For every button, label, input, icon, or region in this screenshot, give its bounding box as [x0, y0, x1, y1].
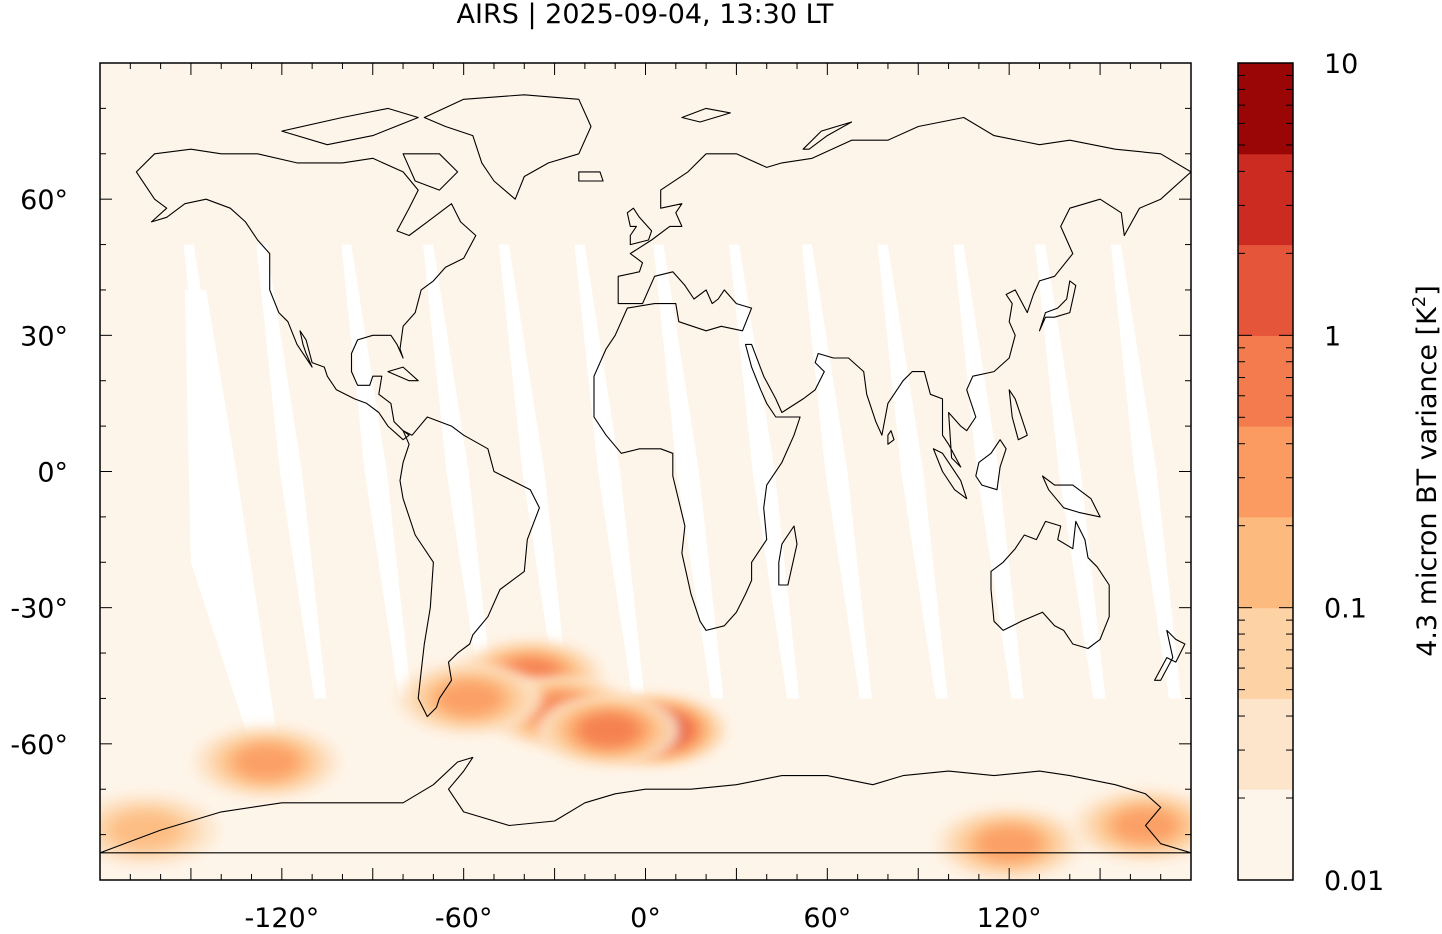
colorbar-band [1238, 63, 1293, 155]
lon-tick-label: -60° [435, 903, 493, 930]
coastlines [100, 94, 1191, 854]
colorbar-label-sup: 2 [1409, 296, 1430, 307]
orbit-gap [877, 244, 948, 699]
map-panel: -120° -60° 0° 60° 120° 60° 30° 0° -30° -60° [10, 62, 1192, 934]
map-tick-labels: -120° -60° 0° 60° 120° 60° 30° 0° -30° -60° [10, 185, 1042, 934]
colorbar-band [1238, 516, 1293, 609]
colorbar-tick-label: 1 [1324, 321, 1341, 352]
coastline-japan [1038, 280, 1077, 332]
orbit-gap [423, 244, 494, 699]
coastline-greenland [423, 94, 592, 200]
colorbar-bands [1238, 63, 1293, 881]
map-ticks [100, 63, 1191, 880]
lon-tick-label: 120° [977, 903, 1042, 930]
colorbar-band [1238, 153, 1293, 246]
coastline-new-guinea [1041, 475, 1101, 518]
lon-tick-label: 60° [803, 903, 851, 930]
colorbar-label: 4.3 micron BT variance [K2] [1409, 285, 1442, 657]
lat-tick-label: 30° [20, 321, 68, 352]
coastline-antarctica [100, 756, 1191, 854]
colorbar-frame [1237, 62, 1294, 881]
lat-tick-label: -30° [10, 594, 68, 625]
coastline-north-america [135, 148, 477, 441]
colorbar-band [1238, 426, 1293, 518]
coastline-australia [990, 520, 1110, 650]
colorbar-band [1238, 607, 1293, 699]
coastline-cuba [387, 366, 419, 382]
orbit-gap [953, 244, 1024, 699]
colorbar-band [1238, 789, 1293, 881]
lon-tick-label: -120° [244, 903, 319, 930]
coastline-madagascar [778, 525, 798, 586]
colorbar: 10 1 0.1 0.01 4.3 micron BT variance [K2] [1237, 49, 1442, 897]
orbit-gaps [183, 244, 1181, 767]
colorbar-tick-label: 0.1 [1324, 594, 1367, 625]
orbit-gap [574, 244, 645, 699]
coastline-sri-lanka [887, 430, 895, 445]
coastline-iceland [578, 171, 604, 182]
figure-title: AIRS | 2025-09-04, 13:30 LT [457, 0, 834, 30]
colorbar-band [1238, 698, 1293, 790]
colorbar-tick-label: 10 [1324, 49, 1358, 80]
variance-contour [977, 827, 1041, 861]
coastline-indonesia-borneo [975, 439, 1007, 491]
variance-contour [234, 745, 299, 779]
colorbar-band [1238, 244, 1293, 336]
variance-field [100, 639, 1191, 880]
orbit-gap [801, 244, 872, 699]
variance-contour [437, 681, 502, 715]
orbit-gap [1035, 244, 1106, 699]
colorbar-band [1238, 335, 1293, 427]
colorbar-tick-label: 0.01 [1324, 866, 1384, 897]
variance-contour [109, 811, 182, 849]
coastline-new-zealand [1154, 629, 1186, 681]
orbit-gap [653, 244, 724, 699]
orbit-gap [184, 289, 282, 767]
coastline-baffin [402, 153, 459, 191]
colorbar-label-end: ] [1412, 285, 1442, 296]
colorbar-tick-labels: 10 1 0.1 0.01 [1324, 49, 1384, 897]
coastline-arctic-isles [281, 107, 419, 146]
coastline-sumatra [932, 448, 968, 500]
lat-tick-label: -60° [10, 730, 68, 761]
orbit-gap [1111, 244, 1181, 699]
variance-contour [580, 715, 639, 746]
coastline-novaya [802, 121, 853, 150]
colorbar-label-main: 4.3 micron BT variance [K [1412, 306, 1442, 657]
coastline-svalbard [681, 107, 731, 123]
lat-tick-label: 0° [37, 458, 68, 489]
orbit-gap [498, 244, 569, 699]
coastline-philippines [1008, 389, 1028, 441]
coastline-south-america [399, 416, 540, 718]
coastline-uk [626, 207, 653, 246]
coastline-africa-eurasia [593, 116, 1191, 631]
lon-tick-label: 0° [630, 903, 661, 930]
lat-tick-label: 60° [20, 185, 68, 216]
colorbar-ticks [1238, 74, 1293, 881]
orbit-gap [341, 244, 412, 699]
orbit-gap [256, 244, 327, 699]
